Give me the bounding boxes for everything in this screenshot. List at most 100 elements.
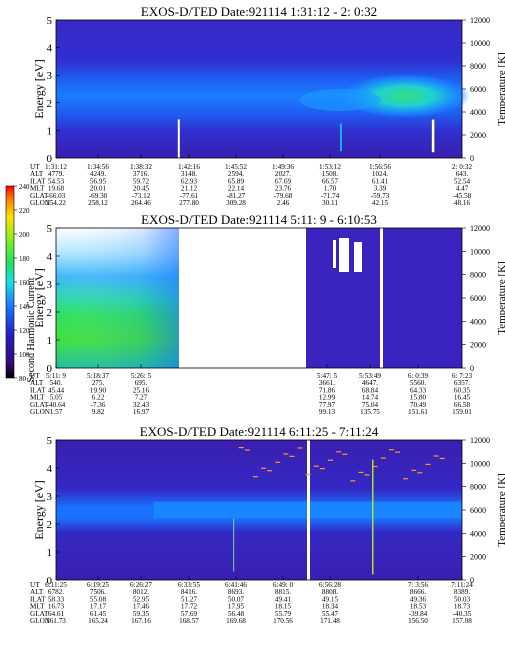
colorbar-tick-label: 120 xyxy=(19,327,30,335)
row-label: GLON xyxy=(30,408,51,416)
table-cell: 48.16 xyxy=(454,199,471,207)
table-cell: 7: 3:56 xyxy=(408,581,429,589)
table-cell: 52.54 xyxy=(454,177,471,185)
table-cell: -73.12 xyxy=(132,192,151,200)
table-cell: 70.49 xyxy=(410,401,427,409)
table-cell: 55.08 xyxy=(90,595,107,603)
table-cell: 8666. xyxy=(410,588,426,596)
y-tick-label: 2 xyxy=(47,519,53,531)
table-cell: 1.70 xyxy=(324,185,337,193)
table-cell: 8808. xyxy=(322,588,338,596)
y-tick-label: 0 xyxy=(47,153,53,165)
y-right-tick-label: 10000 xyxy=(470,39,490,48)
table-cell: 5.05 xyxy=(50,394,63,402)
colorbar-tick-label: 220 xyxy=(19,207,30,215)
table-cell: 5:53:49 xyxy=(359,372,381,380)
y-axis-label: Energy [eV] xyxy=(32,480,46,539)
colorbar-tick-label: 140 xyxy=(19,303,30,311)
y-tick-label: 3 xyxy=(47,70,53,82)
colorbar-tick-label: 200 xyxy=(19,231,30,239)
table-cell: 59.35 xyxy=(133,610,150,618)
table-cell: 165.24 xyxy=(88,617,108,625)
y-right-tick-label: 8000 xyxy=(470,271,486,280)
y-right-tick-label: 6000 xyxy=(470,294,486,303)
y-right-tick-label: 12000 xyxy=(470,436,490,445)
y-right-tick-label: 0 xyxy=(470,576,474,585)
table-cell: 17.46 xyxy=(133,603,150,611)
table-cell: 6:11:25 xyxy=(45,581,67,589)
y-tick-label: 3 xyxy=(47,279,53,291)
table-cell: 5:11: 9 xyxy=(46,372,66,380)
speckle xyxy=(283,453,289,455)
table-cell: 157.08 xyxy=(452,617,472,625)
table-cell: 50.03 xyxy=(454,595,471,603)
y-tick-label: 5 xyxy=(47,435,53,447)
table-cell: 8012. xyxy=(133,588,149,596)
y-right-tick-label: 8000 xyxy=(470,483,486,492)
y-right-axis-label: Temperature [K] xyxy=(496,52,505,125)
y-right-axis-label: Temperature [K] xyxy=(496,261,505,334)
data-gap xyxy=(333,240,336,268)
table-cell: 51.27 xyxy=(181,595,198,603)
table-cell: 6:26:27 xyxy=(130,581,152,589)
data-streak xyxy=(233,518,235,572)
table-cell: 2: 0:32 xyxy=(452,163,473,171)
table-cell: 170.56 xyxy=(273,617,293,625)
table-cell: 17.72 xyxy=(181,603,198,611)
table-cell: -77.61 xyxy=(180,192,199,200)
table-cell: 17.95 xyxy=(228,603,245,611)
table-cell: 9.82 xyxy=(92,408,105,416)
data-block-right xyxy=(306,228,424,368)
table-cell: 4249. xyxy=(90,170,106,178)
y-tick-label: 1 xyxy=(47,335,53,347)
table-cell: -66.03 xyxy=(47,192,66,200)
table-cell: 7.27 xyxy=(135,394,148,402)
data-gap xyxy=(177,119,180,158)
table-cell: 6: 0:39 xyxy=(408,372,429,380)
table-cell: 3.39 xyxy=(374,185,387,193)
table-cell: 20.45 xyxy=(133,185,150,193)
y-tick-label: 4 xyxy=(47,463,53,475)
table-cell: 57.69 xyxy=(181,610,198,618)
panel-3 xyxy=(55,439,466,581)
panel-title: EXOS-D/TED Date:921114 5:11: 9 - 6:10:53 xyxy=(141,212,377,227)
table-cell: 161.73 xyxy=(46,617,66,625)
table-cell: 151.61 xyxy=(408,408,428,416)
row-label: GLON xyxy=(30,199,51,207)
panel-title: EXOS-D/TED Date:921114 6:11:25 - 7:11:24 xyxy=(140,424,379,439)
y-right-tick-label: 12000 xyxy=(470,16,490,25)
table-cell: 49.36 xyxy=(410,595,427,603)
data-gap xyxy=(354,242,362,272)
table-cell: 7506. xyxy=(90,588,106,596)
table-cell: 19.90 xyxy=(90,386,107,394)
table-cell: 6:33:55 xyxy=(178,581,200,589)
table-cell: 169.68 xyxy=(226,617,246,625)
table-cell: 14.74 xyxy=(362,394,379,402)
density-enhancement xyxy=(340,73,471,118)
y-tick-label: 2 xyxy=(47,307,53,319)
table-cell: 5560. xyxy=(410,379,426,387)
table-cell: 64.61 xyxy=(48,610,65,618)
y-right-tick-label: 10000 xyxy=(470,459,490,468)
y-right-axis-label: Temperature [K] xyxy=(496,473,505,546)
row-label: ALT xyxy=(30,379,44,387)
table-cell: 5:26: 5 xyxy=(131,372,152,380)
speckle xyxy=(411,469,417,471)
y-axis-label: Energy [eV] xyxy=(32,268,46,327)
table-cell: -81.27 xyxy=(227,192,246,200)
y-right-tick-label: 2000 xyxy=(470,553,486,562)
table-cell: 65.89 xyxy=(228,177,245,185)
table-cell: 4779. xyxy=(48,170,64,178)
table-cell: 6:41:46 xyxy=(225,581,247,589)
colorbar-tick-label: 160 xyxy=(19,279,30,287)
table-cell: 23.76 xyxy=(275,185,292,193)
table-cell: 61.41 xyxy=(372,177,389,185)
table-cell: 54.53 xyxy=(48,177,65,185)
table-cell: 1:53:12 xyxy=(319,163,341,171)
table-cell: 8389. xyxy=(454,588,470,596)
y-tick-label: 2 xyxy=(47,98,53,110)
row-label: GLAT xyxy=(30,610,49,618)
colorbar-tick-label: 80 xyxy=(19,375,27,383)
speckle xyxy=(433,455,439,457)
speckle xyxy=(244,449,250,451)
